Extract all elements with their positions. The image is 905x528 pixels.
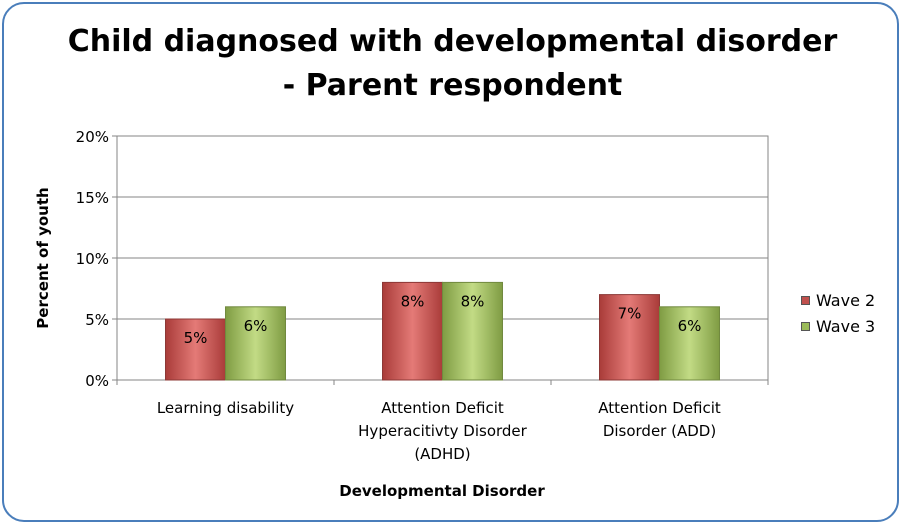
x-tick-label-add: Disorder (ADD) (603, 422, 716, 440)
y-axis-label: Percent of youth (34, 187, 52, 328)
legend-label-wave-2: Wave 2 (816, 290, 876, 310)
data-label-learning-disability-wave-2: 5% (184, 329, 208, 347)
legend-swatch-wave-3 (801, 321, 810, 331)
legend-label-wave-3: Wave 3 (816, 316, 876, 336)
x-axis-categories: Learning disability Attention Deficit Hype… (116, 380, 769, 463)
chart-title-line-1: Child diagnosed with developmental disor… (67, 24, 838, 59)
bar-add-wave-2 (599, 294, 660, 381)
bar-adhd-wave-2 (382, 281, 443, 381)
chart-title-line-2: - Parent respondent (282, 68, 623, 103)
y-tick-label: 5% (85, 311, 109, 329)
legend-item-wave-3: Wave 3 (801, 315, 875, 337)
bar-adhd-wave-3 (442, 281, 503, 381)
bar-learning-disability-wave-3 (225, 306, 286, 381)
y-tick-label: 0% (85, 372, 109, 390)
bar-learning-disability-wave-2 (165, 318, 226, 381)
bars: 5% 6% 8% 8% 7% 6% (165, 281, 720, 381)
data-label-add-wave-2: 7% (618, 305, 642, 323)
legend-swatch-wave-2 (801, 295, 810, 305)
x-tick-label-learning-disability: Learning disability (157, 399, 294, 417)
y-tick-label: 10% (76, 250, 109, 268)
data-label-adhd-wave-3: 8% (461, 292, 485, 310)
chart-title: Child diagnosed with developmental disor… (0, 20, 905, 108)
legend-item-wave-2: Wave 2 (801, 289, 875, 311)
x-tick-label-adhd: Hyperacitivty Disorder (358, 422, 527, 440)
bar-add-wave-3 (659, 306, 720, 381)
y-tick-label: 15% (76, 189, 109, 207)
x-tick-label-adhd: (ADHD) (414, 445, 470, 463)
data-label-add-wave-3: 6% (678, 317, 702, 335)
x-axis-label: Developmental Disorder (339, 482, 545, 500)
x-tick-label-adhd: Attention Deficit (381, 399, 504, 417)
data-label-learning-disability-wave-3: 6% (244, 317, 268, 335)
data-label-adhd-wave-2: 8% (401, 292, 425, 310)
x-tick-label-add: Attention Deficit (598, 399, 721, 417)
legend: Wave 2 Wave 3 (801, 289, 875, 341)
y-tick-label: 20% (76, 128, 109, 146)
y-axis-ticks: 0% 5% 10% 15% 20% (76, 128, 117, 390)
